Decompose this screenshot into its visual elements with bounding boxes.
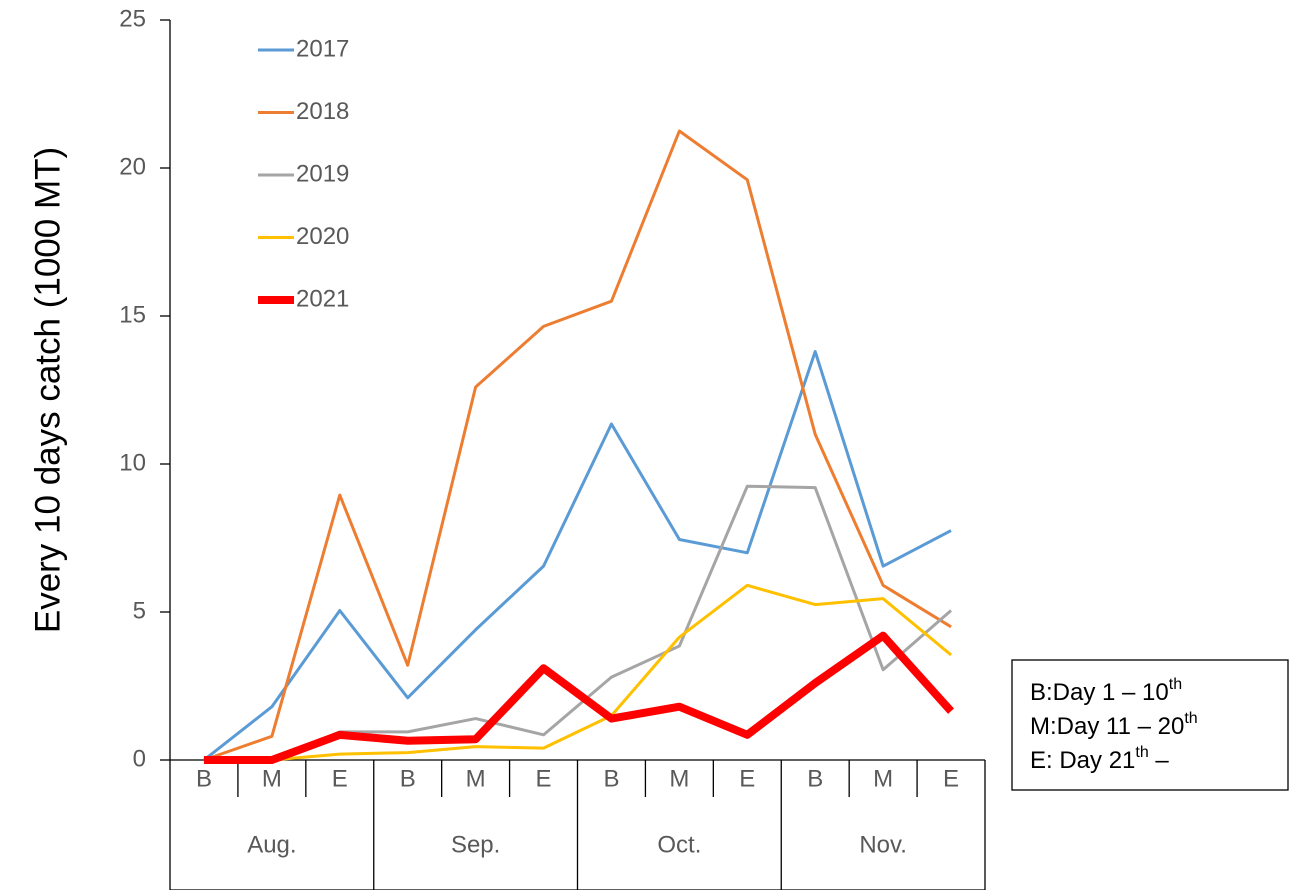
x-tick-label: B	[196, 765, 212, 792]
x-tick-label: M	[262, 765, 282, 792]
legend-label: 2018	[296, 98, 349, 125]
x-tick-label: M	[669, 765, 689, 792]
y-tick-label: 25	[119, 5, 146, 32]
series-line	[203, 583, 952, 762]
y-tick-label: 20	[119, 153, 146, 180]
series-line	[203, 129, 952, 762]
note-after: –	[1149, 747, 1170, 774]
x-tick-label: E	[536, 765, 552, 792]
note-text: B:Day 1 – 10	[1030, 679, 1169, 706]
group-label: Nov.	[859, 831, 907, 858]
y-tick-label: 5	[133, 597, 146, 624]
x-tick-label: E	[943, 765, 959, 792]
note-sup: th	[1169, 676, 1182, 693]
legend-label: 2020	[296, 223, 349, 250]
series-line	[203, 484, 953, 762]
note-sup: th	[1184, 710, 1197, 727]
legend-label: 2019	[296, 160, 349, 187]
series-line	[203, 350, 952, 762]
series-line	[203, 631, 955, 764]
x-tick-label: B	[603, 765, 619, 792]
note: B:Day 1 – 10th	[1030, 676, 1182, 706]
group-label: Aug.	[247, 831, 296, 858]
x-tick-label: B	[400, 765, 416, 792]
x-tick-label: B	[807, 765, 823, 792]
x-tick-label: E	[739, 765, 755, 792]
x-tick-label: E	[332, 765, 348, 792]
legend-label: 2017	[296, 35, 349, 62]
group-label: Oct.	[657, 831, 701, 858]
x-tick-label: M	[873, 765, 893, 792]
y-axis-label: Every 10 days catch (1000 MT)	[28, 147, 67, 633]
x-tick-label: M	[466, 765, 486, 792]
note: E: Day 21th –	[1030, 744, 1169, 774]
y-tick-label: 10	[119, 449, 146, 476]
y-tick-label: 15	[119, 301, 146, 328]
group-label: Sep.	[451, 831, 500, 858]
note: M:Day 11 – 20th	[1030, 710, 1198, 740]
legend-label: 2021	[296, 285, 349, 312]
note-text: M:Day 11 – 20	[1030, 713, 1184, 740]
note-box	[1011, 659, 1289, 791]
note-text: E: Day 21	[1030, 747, 1135, 774]
note-sup: th	[1135, 744, 1148, 761]
y-tick-label: 0	[133, 745, 146, 772]
